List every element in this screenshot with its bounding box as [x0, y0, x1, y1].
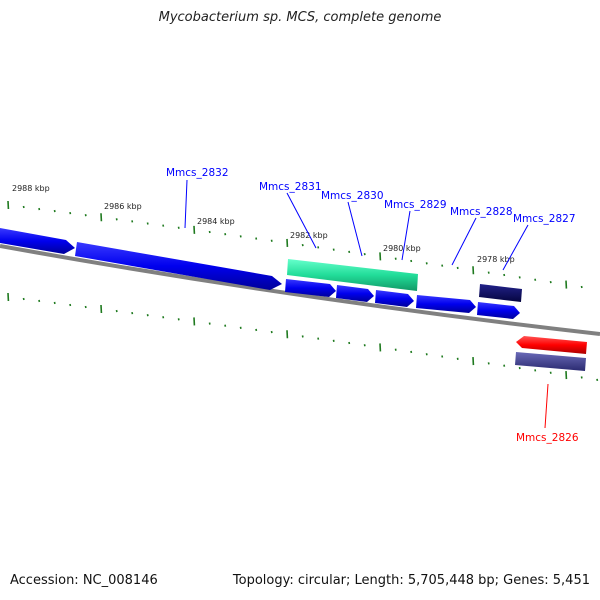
- gene-arrow-mmcs-2826[interactable]: [516, 336, 587, 354]
- genome-backbone: [0, 244, 600, 336]
- tick-row-upper: [7, 200, 583, 289]
- feature-dark-mmcs-2827[interactable]: [479, 284, 522, 302]
- page-title: Mycobacterium sp. MCS, complete genome: [158, 10, 442, 25]
- feature-slate-mmcs-2826[interactable]: [515, 352, 586, 371]
- kbp-label-2986: 2986 kbp: [104, 202, 142, 211]
- gene-label-mmcs-2829[interactable]: Mmcs_2829: [384, 199, 447, 211]
- gene-arrow-mmcs-2828[interactable]: [416, 295, 476, 313]
- gene-arrow-mmcs-2829[interactable]: [375, 290, 414, 307]
- gene-arrow-left-edge[interactable]: [0, 228, 75, 254]
- gene-label-mmcs-2831[interactable]: Mmcs_2831: [259, 181, 322, 193]
- accession-label: Accession: NC_008146: [10, 573, 158, 588]
- topology-label: Topology: circular; Length: 5,705,448 bp…: [232, 573, 590, 588]
- gene-arrow-mmcs-2827[interactable]: [477, 302, 520, 319]
- gene-label-mmcs-2830[interactable]: Mmcs_2830: [321, 190, 384, 202]
- tick-row-lower: [7, 292, 599, 382]
- kbp-label-2984: 2984 kbp: [197, 217, 235, 226]
- gene-label-mmcs-2828[interactable]: Mmcs_2828: [450, 206, 513, 218]
- gene-label-mmcs-2832[interactable]: Mmcs_2832: [166, 167, 229, 179]
- kbp-label-2978: 2978 kbp: [477, 255, 515, 264]
- gene-arrow-mmcs-2830[interactable]: [336, 285, 374, 302]
- kbp-label-2980: 2980 kbp: [383, 244, 421, 253]
- gene-label-mmcs-2826[interactable]: Mmcs_2826: [516, 432, 579, 444]
- kbp-label-2988: 2988 kbp: [12, 184, 50, 193]
- gene-label-mmcs-2827[interactable]: Mmcs_2827: [513, 213, 576, 225]
- gene-arrow-mmcs-2832[interactable]: [75, 242, 282, 290]
- gene-arrow-mmcs-2831[interactable]: [285, 279, 336, 297]
- feature-rna-mmcs-2831[interactable]: [287, 259, 418, 291]
